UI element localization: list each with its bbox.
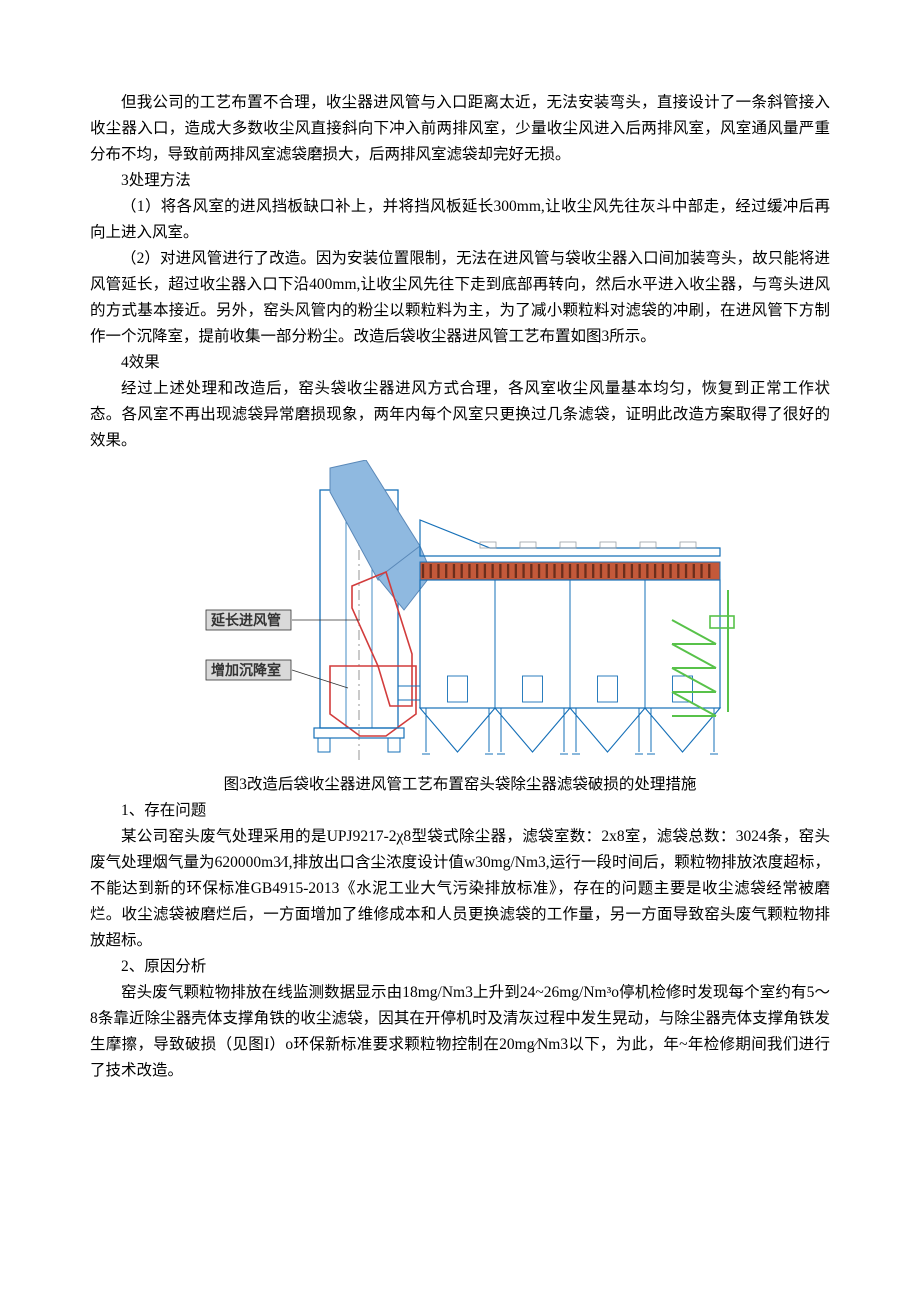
svg-text:增加沉降室: 增加沉降室: [211, 662, 281, 679]
section-heading-2b: 2、原因分析: [90, 954, 830, 980]
paragraph: 某公司窑头废气处理采用的是UPJ9217-2χ8型袋式除尘器，滤袋室数：2x8室…: [90, 824, 830, 954]
section-heading-1b: 1、存在问题: [90, 798, 830, 824]
paragraph: （2）对进风管进行了改造。因为安装位置限制，无法在进风管与袋收尘器入口间加装弯头…: [90, 246, 830, 350]
figure-3: 延长进风管增加沉降室 图3改造后袋收尘器进风管工艺布置窑头袋除尘器滤袋破损的处理…: [90, 460, 830, 798]
figure-3-diagram: 延长进风管增加沉降室: [180, 460, 740, 770]
document-page: 但我公司的工艺布置不合理，收尘器进风管与入口距离太近，无法安装弯头，直接设计了一…: [0, 0, 920, 1144]
section-heading-4: 4效果: [90, 350, 830, 376]
paragraph: 但我公司的工艺布置不合理，收尘器进风管与入口距离太近，无法安装弯头，直接设计了一…: [90, 90, 830, 168]
paragraph: 经过上述处理和改造后，窑头袋收尘器进风方式合理，各风室收尘风量基本均匀，恢复到正…: [90, 376, 830, 454]
paragraph: （1）将各风室的进风挡板缺口补上，并将挡风板延长300mm,让收尘风先往灰斗中部…: [90, 194, 830, 246]
paragraph: 窑头废气颗粒物排放在线监测数据显示由18mg/Nm3上升到24~26mg/Nm³…: [90, 980, 830, 1084]
section-heading-3: 3处理方法: [90, 168, 830, 194]
svg-text:延长进风管: 延长进风管: [210, 612, 281, 629]
figure-3-caption: 图3改造后袋收尘器进风管工艺布置窑头袋除尘器滤袋破损的处理措施: [224, 772, 697, 798]
